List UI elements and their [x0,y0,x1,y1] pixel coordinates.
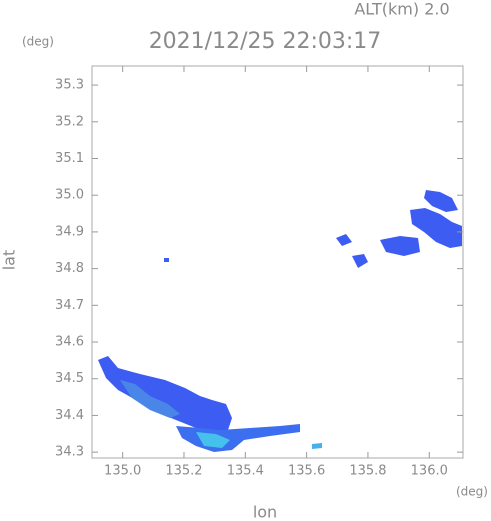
radar-echoes [98,190,462,452]
y-axis-label: lat [0,250,19,271]
x-tick-label: 135.8 [349,464,386,479]
echo [424,190,458,212]
y-tick-label: 35.2 [55,114,84,129]
y-tick-label: 34.5 [55,371,84,386]
y-tick-label: 34.3 [55,445,84,460]
x-tick-label: 136.0 [411,464,448,479]
echo [312,443,322,449]
echo [98,356,232,434]
x-tick-label: 135.2 [165,464,202,479]
echo [196,432,230,448]
echo [352,254,368,268]
x-tick-label: 135.6 [288,464,325,479]
plot-frame [91,65,464,459]
echo [164,258,169,262]
x-axis-label: lon [253,503,277,521]
y-tick-label: 35.0 [55,188,84,203]
x-unit: (deg) [456,485,488,499]
y-tick-label: 34.8 [55,261,84,276]
x-tick-label: 135.4 [227,464,264,479]
chart-subtitle: ALT(km) 2.0 [354,0,449,19]
echo [176,424,300,452]
echo [120,380,180,418]
y-tick-label: 35.3 [55,78,84,93]
y-unit: (deg) [22,35,54,49]
y-tick-label: 34.6 [55,335,84,350]
y-tick-label: 35.1 [55,151,84,166]
x-tick-label: 135.0 [104,464,141,479]
y-tick-label: 34.9 [55,224,84,239]
echo [336,234,352,246]
echo [410,208,462,248]
echo [380,236,420,256]
chart-title: 2021/12/25 22:03:17 [149,29,382,54]
y-tick-label: 34.4 [55,408,84,423]
y-tick-label: 34.7 [55,298,84,313]
